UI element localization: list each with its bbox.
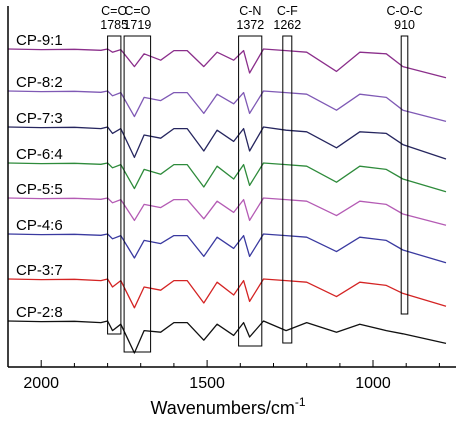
x-tick-label-3: 1000 (355, 375, 391, 392)
series-line-8 (7, 320, 447, 354)
band-value-2: 1719 (123, 18, 151, 32)
band-value-5: 910 (394, 18, 415, 32)
series-label-4: CP-6:4 (16, 146, 63, 163)
traces-layer (7, 48, 447, 354)
x-axis-title-superscript: -1 (295, 395, 306, 409)
series-line-2 (7, 90, 447, 123)
band-value-4: 1262 (273, 18, 301, 32)
series-label-6: CP-4:6 (16, 217, 63, 234)
band-label-1: C=O (101, 4, 127, 18)
band-box-5 (400, 35, 409, 315)
band-box-4 (282, 35, 293, 344)
band-label-4: C-F (277, 4, 298, 18)
band-boxes-layer (107, 35, 409, 353)
x-tick-label-2: 1500 (189, 375, 225, 392)
series-line-7 (7, 278, 447, 309)
series-line-4 (7, 162, 447, 193)
band-value-1: 1785 (100, 18, 128, 32)
series-label-1: CP-9:1 (16, 32, 63, 49)
series-label-7: CP-3:7 (16, 262, 63, 279)
band-label-3: C-N (239, 4, 261, 18)
series-line-5 (7, 197, 447, 226)
labels-layer: CP-9:1 CP-8:2 CP-7:3 CP-6:4 CP-5:5 CP-4:6 CP-3… (16, 4, 423, 321)
series-label-3: CP-7:3 (16, 110, 63, 127)
band-box-1 (107, 35, 122, 335)
x-tick-label-1: 2000 (23, 375, 59, 392)
band-label-2: C=O (124, 4, 150, 18)
series-line-6 (7, 233, 447, 264)
band-label-5: C-O-C (387, 4, 423, 18)
x-axis-title: Wavenumbers/cm-1 (150, 395, 305, 418)
series-label-5: CP-5:5 (16, 181, 63, 198)
x-axis-title-main: Wavenumbers/cm (150, 398, 294, 418)
axis-layer: 2000 1500 1000 Wavenumbers/cm-1 (7, 6, 456, 418)
band-box-2 (123, 35, 152, 353)
series-label-8: CP-2:8 (16, 304, 63, 321)
series-line-1 (7, 48, 447, 79)
series-line-3 (7, 126, 447, 160)
series-label-2: CP-8:2 (16, 74, 63, 91)
band-value-3: 1372 (236, 18, 264, 32)
band-box-3 (238, 35, 263, 347)
